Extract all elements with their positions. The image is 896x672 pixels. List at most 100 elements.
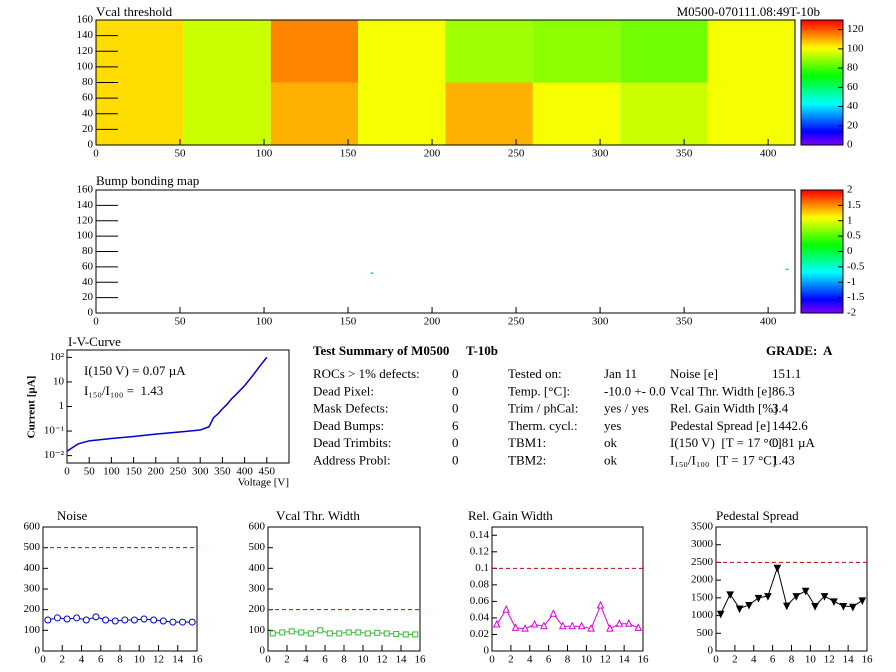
marker [336,630,343,637]
colorbar-step [801,226,843,230]
x-tick-label: 50 [84,466,96,478]
colorbar-step [801,112,843,116]
grade: GRADE: A [766,343,833,358]
summary-value: 1442.6 [772,418,808,433]
x-tick-label: 100 [103,466,120,478]
colorbar-step [801,246,843,250]
data-line [66,356,268,452]
colorbar-step [801,251,843,255]
colorbar-step [801,62,843,66]
summary-value: 86.3 [772,383,795,398]
y-tick-label: 140 [77,29,94,41]
marker [298,629,305,636]
y-tick-label: 500 [697,627,714,639]
colorbar-step [801,120,843,123]
y-tick-label: 10⁻¹ [44,425,64,437]
colorbar-step [801,142,843,146]
colorbar-tick-label: 2 [847,184,853,196]
pixel-mark [370,272,374,274]
y-tick-label: 160 [77,14,94,26]
colorbar-step [801,127,843,131]
x-tick-label: 250 [170,466,187,478]
summary-label: Dead Trimbits: [313,435,391,450]
y-tick-label: 300 [24,583,41,595]
colorbar-tick-label: 20 [847,119,859,131]
x-tick-label: 6 [98,654,104,666]
colorbar-step [801,115,843,118]
summary-label: TBM1: [508,435,546,450]
x-tick-label: 0 [40,654,46,666]
marker [549,609,558,617]
colorbar-step [801,90,843,93]
colorbar-step [801,65,843,68]
summary-label: ROCs > 1% defects: [313,366,420,381]
marker [269,630,276,637]
colorbar-step [801,50,843,53]
summary-value: Jan 11 [604,366,637,381]
y-tick-label: 40 [82,107,94,119]
colorbar-step [801,244,843,247]
summary-value: ok [604,435,618,450]
marker [383,630,390,637]
y-tick-label: 0.04 [470,611,490,623]
colorbar-step [801,132,843,136]
colorbar-step [801,261,843,265]
x-tick-label: 250 [508,148,525,160]
x-tick-label: 12 [824,654,835,666]
summary-value: yes / yes [604,401,649,416]
colorbar-step [801,192,843,196]
colorbar-step [801,125,843,128]
y-tick-label: 20 [82,123,94,135]
x-tick-label: 200 [148,466,165,478]
y-tick-label: 1000 [691,609,714,621]
y-tick-label: 100 [249,624,266,636]
colorbar-step [801,253,843,257]
summary-value: -10.0 +- 0.0 [604,383,666,398]
marker [587,624,595,632]
marker [830,598,838,607]
x-tick-label: 16 [415,654,427,666]
marker [606,624,614,632]
colorbar-tick-label: 40 [847,100,859,112]
colorbar-step [801,77,843,81]
marker [402,631,409,638]
colorbar-step [801,285,843,289]
x-tick-label: 16 [192,654,204,666]
annotation: I₁₅₀/I₁₀₀ = 1.43 [84,383,163,398]
marker [412,631,419,638]
x-tick-label: 0 [713,654,719,666]
x-tick-label: 10 [134,654,146,666]
colorbar-step [801,214,843,218]
y-tick-label: 500 [24,541,41,553]
colorbar-step [801,105,843,108]
colorbar-step [801,276,843,279]
marker [374,629,381,636]
colorbar-step [801,303,843,306]
x-tick-label: 350 [676,316,693,328]
summary-label: Dead Bumps: [313,418,384,433]
x-tick-label: 2 [284,654,290,666]
marker [502,605,510,613]
colorbar-step [801,305,843,309]
y-tick-label: 0 [88,139,94,151]
summary-label: Rel. Gain Width [%] [670,401,778,416]
chart-title: Noise [57,508,88,523]
y-tick-label: 0 [35,645,41,657]
y-tick-label: 0 [484,645,490,657]
colorbar-step [801,140,843,143]
marker [792,593,801,601]
colorbar-step [801,32,843,36]
summary-label: Trim / phCal: [508,401,578,416]
y-tick-label: 60 [82,260,94,272]
marker [568,621,577,630]
summary-value: 0 [452,452,459,467]
marker [540,621,548,630]
colorbar-tick-label: 100 [847,42,864,54]
summary-label: Therm. cycl.: [508,418,578,433]
x-tick-label: 2 [732,654,738,666]
x-tick-label: 100 [256,316,273,328]
summary-value: 0 [452,383,459,398]
x-tick-label: 300 [192,466,209,478]
y-tick-label: 140 [77,199,94,211]
